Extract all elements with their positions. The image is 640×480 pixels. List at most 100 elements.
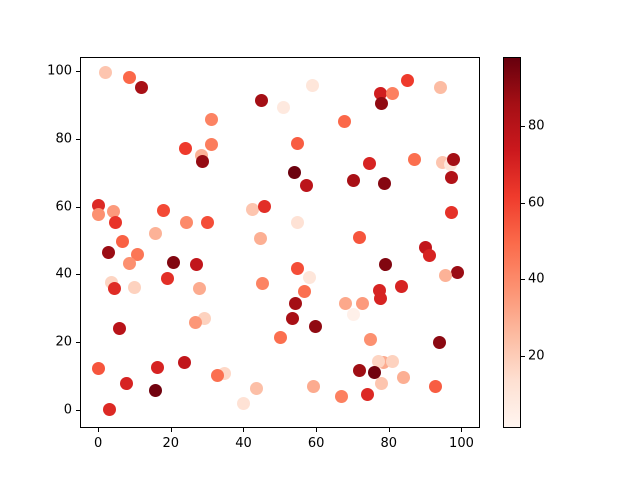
x-axis-tick-label: 40 bbox=[235, 436, 252, 451]
y-axis-tick bbox=[76, 138, 80, 140]
scatter-point bbox=[385, 87, 399, 101]
scatter-point bbox=[92, 362, 106, 376]
scatter-point bbox=[372, 355, 386, 369]
y-axis-tick-label: 100 bbox=[47, 63, 72, 79]
x-axis-tick-label: 60 bbox=[307, 436, 325, 451]
scatter-point bbox=[291, 262, 305, 276]
scatter-point bbox=[379, 258, 393, 272]
scatter-point bbox=[447, 152, 461, 166]
scatter-point bbox=[130, 247, 144, 261]
scatter-point bbox=[429, 379, 443, 393]
scatter-point bbox=[160, 271, 174, 285]
scatter-point bbox=[150, 360, 164, 374]
scatter-point bbox=[201, 215, 215, 229]
scatter-point bbox=[408, 152, 422, 166]
scatter-point bbox=[196, 154, 210, 168]
scatter-point bbox=[346, 173, 360, 187]
colorbar-tick-label: 20 bbox=[528, 348, 545, 364]
plot-area bbox=[80, 57, 480, 428]
scatter-point bbox=[306, 78, 320, 92]
colorbar-tick bbox=[521, 355, 525, 357]
scatter-point bbox=[375, 97, 389, 111]
scatter-point bbox=[400, 74, 414, 88]
scatter-point bbox=[108, 282, 122, 296]
colorbar-tick bbox=[521, 279, 525, 281]
x-axis-tick bbox=[243, 428, 245, 432]
scatter-point bbox=[335, 389, 349, 403]
x-axis-tick bbox=[461, 428, 463, 432]
scatter-point bbox=[397, 370, 411, 384]
scatter-point bbox=[255, 94, 269, 108]
colorbar-tick-label: 60 bbox=[528, 195, 545, 211]
scatter-point bbox=[190, 258, 204, 272]
scatter-point bbox=[189, 315, 203, 329]
scatter-point bbox=[193, 281, 207, 295]
y-axis-tick-label: 80 bbox=[55, 131, 72, 147]
scatter-point bbox=[148, 384, 162, 398]
scatter-point bbox=[205, 112, 219, 126]
colorbar-tick bbox=[521, 125, 525, 127]
y-axis-tick bbox=[76, 410, 80, 412]
scatter-point bbox=[386, 355, 400, 369]
y-axis-tick-label: 20 bbox=[55, 334, 72, 350]
scatter-point bbox=[102, 402, 116, 416]
x-axis-tick-label: 20 bbox=[162, 436, 180, 451]
x-axis-tick bbox=[316, 428, 318, 432]
scatter-point bbox=[444, 205, 458, 219]
scatter-point bbox=[368, 366, 382, 380]
scatter-point bbox=[355, 297, 369, 311]
scatter-point bbox=[250, 381, 264, 395]
scatter-point bbox=[353, 230, 367, 244]
scatter-point bbox=[451, 266, 465, 280]
scatter-point bbox=[236, 397, 250, 411]
scatter-point bbox=[156, 203, 170, 217]
scatter-point bbox=[291, 215, 305, 229]
scatter-point bbox=[178, 356, 192, 370]
x-axis-tick bbox=[98, 428, 100, 432]
scatter-point bbox=[373, 291, 387, 305]
scatter-point bbox=[123, 257, 137, 271]
scatter-point bbox=[339, 297, 353, 311]
scatter-point bbox=[106, 205, 120, 219]
scatter-point bbox=[338, 114, 352, 128]
scatter-point bbox=[360, 388, 374, 402]
scatter-point bbox=[298, 285, 312, 299]
scatter-point bbox=[308, 320, 322, 334]
x-axis-tick-label: 0 bbox=[94, 436, 103, 451]
scatter-point bbox=[363, 332, 377, 346]
scatter-point bbox=[394, 280, 408, 294]
scatter-point bbox=[423, 249, 437, 263]
scatter-point bbox=[149, 227, 163, 241]
scatter-point bbox=[433, 335, 447, 349]
colorbar bbox=[503, 57, 521, 428]
scatter-point bbox=[302, 270, 316, 284]
scatter-point bbox=[353, 363, 367, 377]
scatter-point bbox=[444, 170, 458, 184]
scatter-point bbox=[101, 245, 115, 259]
scatter-point bbox=[179, 141, 193, 155]
scatter-point bbox=[363, 156, 377, 170]
scatter-point bbox=[98, 66, 112, 80]
scatter-point bbox=[439, 269, 453, 283]
scatter-point bbox=[167, 255, 181, 269]
scatter-point bbox=[375, 377, 389, 391]
scatter-point bbox=[377, 176, 391, 190]
x-axis-tick-label: 100 bbox=[449, 436, 474, 451]
scatter-point bbox=[433, 81, 447, 95]
scatter-point bbox=[288, 165, 302, 179]
scatter-point bbox=[246, 202, 260, 216]
y-axis-tick-label: 40 bbox=[55, 266, 72, 282]
scatter-point bbox=[254, 231, 268, 245]
scatter-point bbox=[116, 234, 129, 248]
scatter-point bbox=[274, 330, 288, 344]
scatter-point bbox=[255, 277, 269, 291]
scatter-point bbox=[347, 307, 361, 321]
colorbar-tick-label: 80 bbox=[528, 118, 545, 134]
y-axis-tick bbox=[76, 206, 80, 208]
scatter-point bbox=[120, 377, 133, 391]
x-axis-tick bbox=[388, 428, 390, 432]
scatter-point bbox=[128, 281, 142, 295]
scatter-point bbox=[123, 71, 137, 85]
y-axis-tick bbox=[76, 70, 80, 72]
scatter-point bbox=[204, 138, 218, 152]
